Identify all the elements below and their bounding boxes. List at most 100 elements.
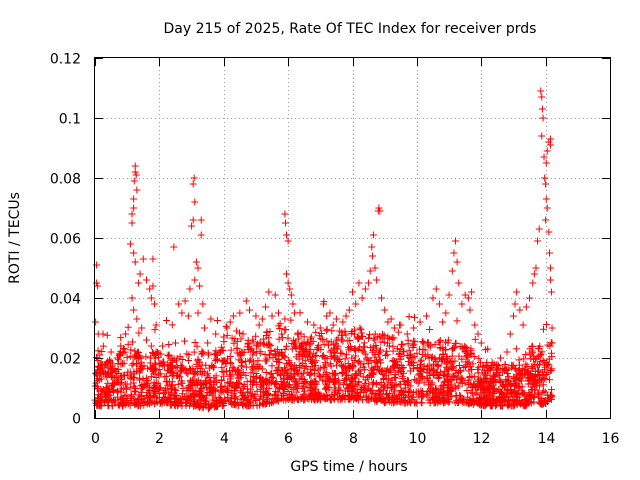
data-point: [388, 394, 396, 402]
data-point: [451, 339, 459, 347]
data-point: [536, 358, 544, 366]
data-point: [419, 350, 427, 358]
data-point: [134, 395, 142, 403]
data-point: [529, 279, 537, 287]
x-tick-label: 10: [409, 431, 427, 447]
data-point: [130, 204, 138, 212]
data-point: [411, 399, 419, 407]
data-point: [366, 330, 374, 338]
data-point: [262, 332, 270, 340]
data-point: [256, 347, 264, 355]
data-point: [221, 359, 229, 367]
data-point: [99, 342, 107, 350]
data-point: [128, 219, 136, 227]
data-point: [493, 366, 501, 374]
data-point: [188, 222, 196, 230]
data-point: [403, 330, 411, 338]
data-point: [232, 393, 240, 401]
data-point: [132, 384, 140, 392]
data-point: [313, 346, 321, 354]
data-point: [151, 354, 159, 362]
data-point: [157, 384, 165, 392]
data-point: [117, 334, 125, 342]
data-point: [291, 366, 299, 374]
data-point: [387, 315, 395, 323]
data-point: [371, 336, 379, 344]
data-point: [144, 365, 152, 373]
data-point: [191, 338, 199, 346]
plot-frame: [94, 57, 611, 419]
data-point: [281, 210, 289, 218]
data-point: [124, 368, 132, 376]
data-point: [230, 365, 238, 373]
data-point: [330, 353, 338, 361]
data-point: [503, 348, 511, 356]
data-point: [165, 362, 173, 370]
data-point: [295, 335, 303, 343]
data-point: [384, 333, 392, 341]
data-point: [117, 360, 125, 368]
data-point: [286, 360, 294, 368]
data-point: [201, 380, 209, 388]
data-point: [345, 306, 353, 314]
data-point: [537, 87, 545, 95]
data-point: [354, 392, 362, 400]
data-point: [114, 370, 122, 378]
data-point: [284, 388, 292, 396]
data-point: [96, 375, 104, 383]
data-point: [538, 348, 546, 356]
data-point: [285, 356, 293, 364]
data-point: [200, 324, 208, 332]
data-point: [199, 402, 207, 410]
data-point: [320, 394, 328, 402]
data-point: [355, 345, 363, 353]
data-point: [543, 204, 551, 212]
data-point: [413, 349, 421, 357]
data-point: [224, 378, 232, 386]
data-point: [463, 387, 471, 395]
data-point: [94, 282, 102, 290]
data-point: [391, 370, 399, 378]
data-point: [161, 386, 169, 394]
data-point: [385, 335, 393, 343]
data-point: [164, 395, 172, 403]
data-point: [124, 400, 132, 408]
data-point: [351, 382, 359, 390]
data-point: [294, 329, 302, 337]
data-point: [458, 355, 466, 363]
data-point: [113, 387, 121, 395]
data-point: [273, 369, 281, 377]
data-point: [357, 326, 365, 334]
data-point: [236, 398, 244, 406]
data-point: [256, 338, 264, 346]
data-point: [496, 371, 504, 379]
data-point: [546, 135, 554, 143]
data-point: [191, 198, 199, 206]
data-point: [492, 396, 500, 404]
data-point: [269, 374, 277, 382]
data-point: [167, 383, 175, 391]
data-point: [305, 392, 313, 400]
data-point: [376, 356, 384, 364]
data-point: [517, 377, 525, 385]
data-point: [453, 317, 461, 325]
data-point: [286, 285, 294, 293]
data-point: [462, 358, 470, 366]
data-point: [247, 356, 255, 364]
data-point: [518, 383, 526, 391]
data-point: [265, 341, 273, 349]
data-point: [396, 350, 404, 358]
data-point: [301, 396, 309, 404]
data-point: [469, 383, 477, 391]
data-point: [390, 364, 398, 372]
data-point: [193, 381, 201, 389]
data-point: [212, 372, 220, 380]
data-point: [119, 348, 127, 356]
data-point: [278, 366, 286, 374]
data-point: [476, 399, 484, 407]
data-point: [290, 395, 298, 403]
data-point: [328, 327, 336, 335]
data-point: [515, 356, 523, 364]
data-point: [189, 180, 197, 188]
data-point: [297, 361, 305, 369]
